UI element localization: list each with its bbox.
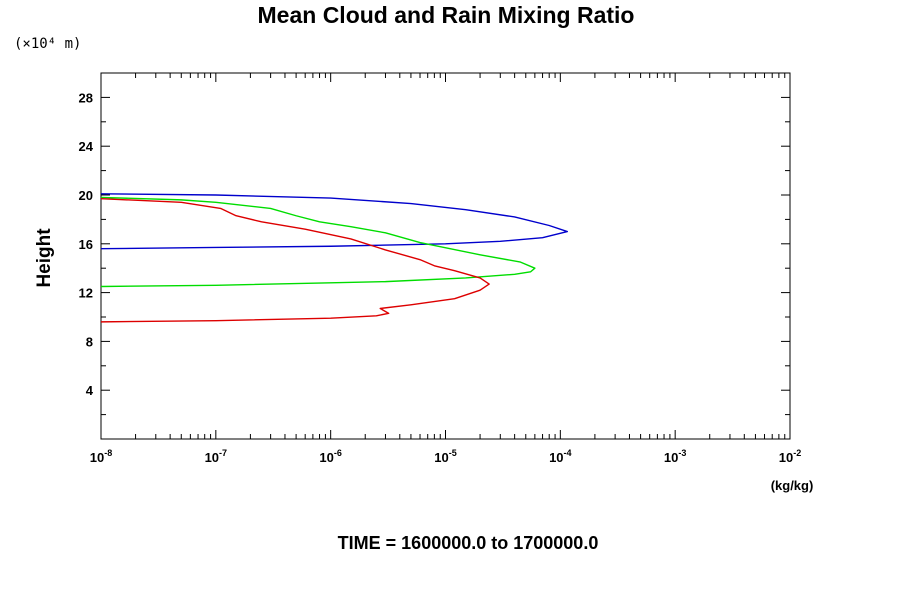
y-tick-label: 4 bbox=[86, 383, 94, 398]
x-tick-label: 10-5 bbox=[434, 448, 456, 465]
y-tick-label: 24 bbox=[79, 139, 94, 154]
x-tick-label: 10-6 bbox=[319, 448, 341, 465]
plot-frame bbox=[100, 72, 791, 440]
y-tick-label: 12 bbox=[79, 286, 93, 301]
y-axis-title: Height bbox=[34, 228, 55, 288]
x-tick-label: 10-2 bbox=[779, 448, 801, 465]
y-tick-label: 8 bbox=[86, 334, 93, 349]
x-axis-unit: (kg/kg) bbox=[771, 478, 814, 493]
tick-marks bbox=[100, 73, 791, 439]
series-line bbox=[100, 197, 490, 323]
series-line bbox=[100, 196, 536, 288]
x-tick-label: 10-4 bbox=[549, 448, 571, 465]
x-tick-label: 10-3 bbox=[664, 448, 686, 465]
x-tick-label: 10-8 bbox=[90, 448, 112, 465]
series-lines bbox=[100, 193, 568, 323]
chart-title: Mean Cloud and Rain Mixing Ratio bbox=[258, 2, 635, 28]
y-tick-label: 28 bbox=[79, 90, 93, 105]
x-tick-label: 10-7 bbox=[205, 448, 227, 465]
series-line bbox=[100, 193, 568, 250]
y-tick-labels: 4 8 12 16 20 24 28 bbox=[79, 90, 94, 398]
time-footer: TIME = 1600000.0 to 1700000.0 bbox=[338, 533, 599, 553]
y-scale-label: (×10⁴ m) bbox=[14, 36, 81, 52]
y-tick-label: 16 bbox=[79, 237, 93, 252]
x-tick-labels: 10-8 10-7 10-6 10-5 10-4 10-3 10-2 bbox=[90, 448, 801, 465]
y-tick-label: 20 bbox=[79, 188, 93, 203]
